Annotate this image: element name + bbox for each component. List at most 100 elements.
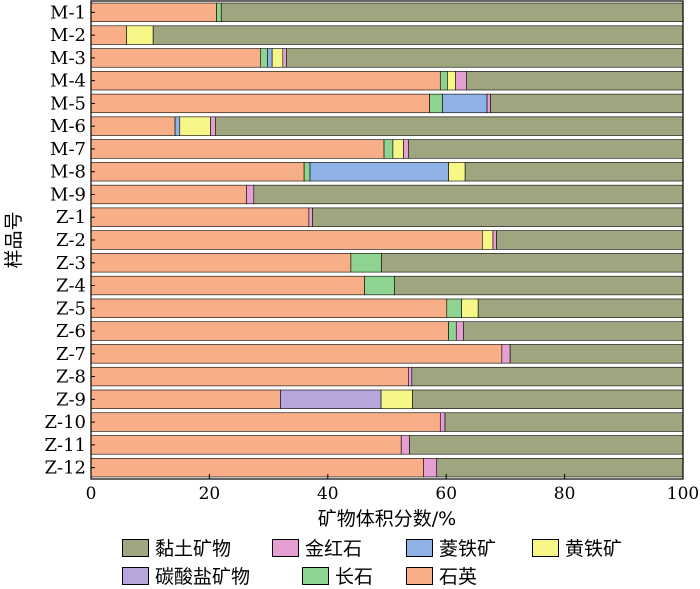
bar-segment-Z-6-s0	[90, 321, 449, 341]
legend-item: 金红石	[272, 534, 362, 561]
bar-segment-M-1-s0	[90, 2, 217, 23]
y-tick-label: Z-2	[56, 230, 86, 251]
bar-segment-Z-4-s0	[90, 275, 365, 296]
y-tick-label: Z-9	[56, 389, 86, 410]
bar-segment-M-3-s3	[267, 48, 273, 68]
bar-segment-Z-6-s5	[455, 321, 464, 341]
y-tick-label: Z-1	[56, 207, 86, 228]
bar-segment-Z-4-s6	[394, 275, 684, 296]
bar-segment-M-5-s1	[429, 93, 443, 114]
x-tick-label: 20	[199, 484, 221, 504]
y-tick-label: M-3	[50, 48, 86, 69]
bar-segment-M-7-s5	[403, 139, 409, 159]
x-tick-label: 40	[317, 484, 339, 504]
bar-segment-M-6-s4	[179, 116, 211, 136]
y-tick-label: Z-5	[56, 298, 86, 319]
bar-segment-M-5-s0	[90, 93, 430, 114]
bar-segment-Z-3-s6	[381, 253, 684, 273]
bar-segment-Z-5-s4	[461, 298, 479, 318]
legend-label: 长石	[335, 566, 374, 588]
bar-segment-Z-5-s1	[446, 298, 462, 318]
bar-segment-M-8-s4	[448, 162, 466, 182]
legend-label: 黄铁矿	[565, 538, 623, 560]
y-tick-label: Z-6	[56, 321, 86, 342]
bar-segment-Z-12-s5	[423, 457, 438, 478]
bar-segment-Z-11-s0	[90, 435, 402, 455]
legend-swatch	[122, 538, 149, 557]
y-tick-label: M-1	[50, 2, 86, 23]
legend-label: 黏土矿物	[155, 538, 232, 560]
bar-segment-M-3-s4	[271, 48, 284, 68]
legend-item: 石英	[406, 562, 477, 589]
bar-segment-Z-6-s6	[463, 321, 684, 341]
y-tick-label: Z-3	[56, 253, 86, 274]
bar-segment-Z-7-s5	[501, 344, 511, 364]
bar-segment-M-8-s3	[309, 162, 449, 182]
legend-item: 黄铁矿	[532, 534, 622, 561]
legend-item: 菱铁矿	[406, 534, 496, 561]
bar-segment-Z-9-s4	[380, 389, 413, 409]
bar-segment-M-6-s5	[210, 116, 216, 136]
bar-segment-Z-1-s6	[312, 207, 684, 227]
bar-segment-Z-12-s0	[90, 457, 425, 478]
bar-segment-Z-1-s5	[308, 207, 313, 227]
y-tick-label: Z-8	[56, 367, 86, 388]
bar-segment-Z-6-s1	[448, 321, 457, 341]
bars-group	[90, 2, 684, 478]
bar-segment-Z-5-s0	[90, 298, 448, 318]
bar-segment-M-4-s5	[455, 71, 467, 91]
legend-label: 菱铁矿	[439, 538, 497, 560]
bar-segment-M-7-s6	[408, 139, 684, 159]
bar-segment-M-1-s6	[220, 2, 684, 23]
bar-segment-Z-2-s5	[492, 230, 497, 250]
chart-legend: 黏土矿物 金红石 菱铁矿 黄铁矿碳酸盐矿物 长石 石英	[122, 534, 682, 588]
x-tick-label: 60	[435, 484, 457, 504]
bar-segment-M-5-s3	[442, 93, 488, 114]
legend-item: 碳酸盐矿物	[122, 562, 250, 589]
bar-segment-M-7-s0	[90, 139, 385, 159]
bar-segment-Z-3-s0	[90, 253, 352, 273]
bar-segment-Z-2-s0	[90, 230, 483, 250]
x-tick-label: 100	[667, 484, 699, 504]
bar-segment-Z-3-s1	[350, 253, 382, 273]
bar-segment-M-2-s0	[90, 25, 127, 45]
bar-segment-Z-2-s4	[482, 230, 494, 250]
bar-segment-M-4-s6	[466, 71, 684, 91]
bar-segment-M-3-s6	[286, 48, 684, 68]
bar-segment-Z-9-s0	[90, 389, 281, 409]
bar-segment-M-7-s4	[392, 139, 404, 159]
bar-segment-Z-5-s6	[477, 298, 684, 318]
bar-segment-M-4-s0	[90, 71, 441, 91]
bar-segment-M-5-s6	[490, 93, 684, 114]
bar-segment-M-9-s0	[90, 184, 247, 205]
bar-segment-M-6-s3	[174, 116, 181, 136]
bar-segment-Z-7-s6	[509, 344, 684, 364]
x-tick-label: 80	[554, 484, 576, 504]
bar-segment-M-6-s0	[90, 116, 176, 136]
bar-segment-Z-8-s0	[90, 366, 409, 387]
bar-segment-M-8-s0	[90, 162, 305, 182]
bar-segment-M-9-s5	[246, 184, 255, 205]
bar-segment-M-2-s6	[152, 25, 684, 45]
legend-item: 黏土矿物	[122, 534, 231, 561]
bar-segment-M-2-s4	[126, 25, 154, 45]
y-tick-label: M-2	[50, 25, 86, 46]
bar-segment-Z-11-s5	[400, 435, 410, 455]
y-tick-label: Z-10	[45, 412, 87, 433]
legend-swatch	[406, 566, 433, 585]
legend-swatch	[122, 566, 149, 585]
legend-swatch	[406, 538, 433, 557]
y-tick-label: M-7	[50, 139, 86, 160]
y-tick-label: Z-7	[56, 344, 86, 365]
y-tick-label: M-8	[50, 162, 86, 183]
bar-segment-Z-11-s6	[409, 435, 684, 455]
bar-segment-Z-9-s6	[412, 389, 684, 409]
bar-segment-M-7-s1	[383, 139, 394, 159]
y-axis-title: 样品号	[3, 211, 25, 268]
y-tick-label: M-6	[50, 116, 86, 137]
y-tick-label: Z-11	[45, 435, 87, 456]
y-tick-label: Z-4	[56, 276, 86, 297]
bar-segment-M-4-s1	[439, 71, 448, 91]
bar-segment-M-3-s5	[282, 48, 287, 68]
